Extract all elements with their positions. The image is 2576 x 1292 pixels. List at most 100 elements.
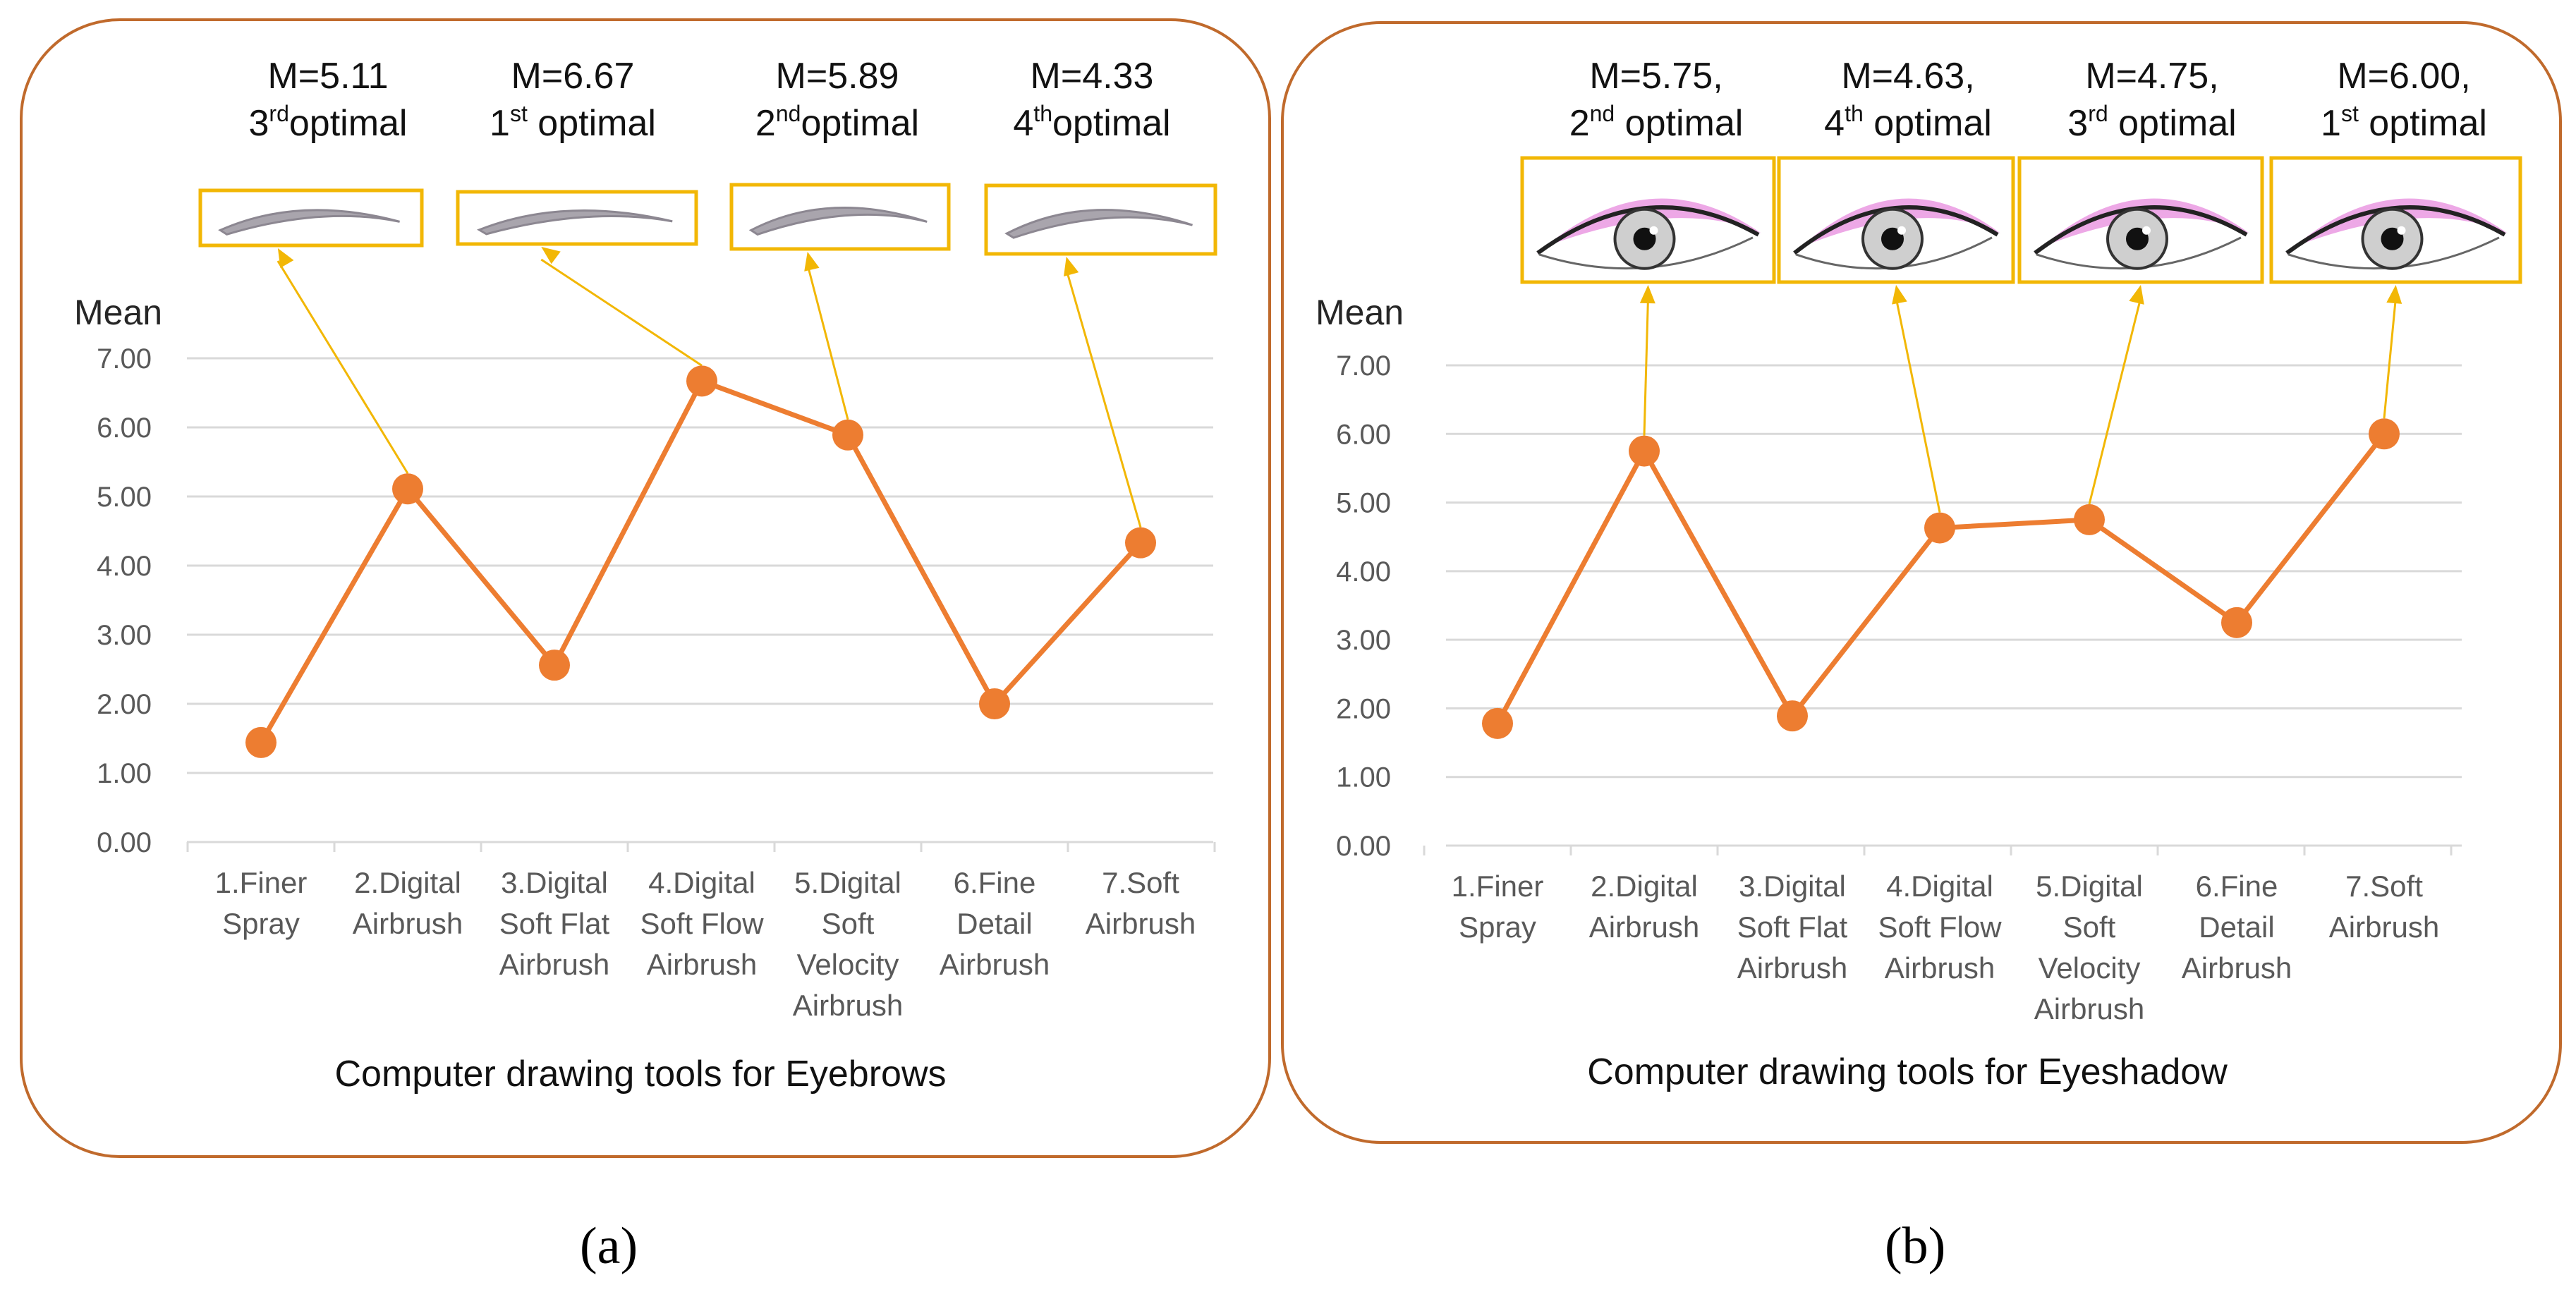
eye-highlight (2142, 226, 2151, 235)
rank-suffix: nd (776, 101, 801, 126)
x-category-label: Spray (222, 907, 300, 940)
callout-connector (1643, 297, 1649, 436)
caption-a: (a) (580, 1217, 638, 1275)
y-tick-label: 5.00 (97, 482, 152, 513)
x-category-label: Soft Flat (1737, 910, 1848, 944)
rank-word: optimal (528, 103, 656, 144)
rank-number: 3 (248, 103, 269, 144)
chart-frame (20, 18, 1271, 1158)
rank-number: 2 (755, 103, 776, 144)
callout-arrowhead (804, 252, 820, 272)
y-tick-label: 6.00 (97, 413, 152, 444)
x-category-label: Airbrush (940, 948, 1050, 981)
annotation-rank-label: 1st optimal (490, 101, 656, 144)
y-tick-label: 7.00 (97, 343, 152, 374)
eyebrow-stroke-icon (477, 209, 673, 236)
callout-arrowhead (2386, 285, 2402, 304)
callout-connector (1895, 297, 1941, 513)
y-tick-label: 4.00 (97, 551, 152, 582)
data-point (392, 473, 423, 505)
x-category-label: Soft Flow (1878, 910, 2002, 944)
rank-number: 1 (2321, 103, 2341, 144)
eyebrow-stroke-icon (1004, 209, 1193, 239)
y-tick-label: 2.00 (1336, 693, 1391, 724)
x-category-label: Airbrush (647, 948, 757, 981)
rank-number: 3 (2067, 103, 2088, 144)
annotation-rank-label: 3rdoptimal (248, 101, 407, 144)
rank-word: optimal (1052, 103, 1171, 144)
annotation-mean-label: M=5.75, (1589, 56, 1723, 97)
y-tick-label: 6.00 (1336, 419, 1391, 450)
callout-connector (806, 264, 849, 420)
x-category-label: 7.Soft (1102, 866, 1179, 899)
pupil-icon (1633, 227, 1656, 250)
callout-arrowhead (541, 247, 561, 264)
rank-word: optimal (289, 103, 408, 144)
x-category-label: Detail (2199, 910, 2274, 944)
rank-word: optimal (2359, 103, 2487, 144)
eye-highlight (1897, 226, 1906, 235)
x-category-label: Airbrush (793, 989, 903, 1022)
x-category-label: Airbrush (1885, 951, 1995, 985)
x-category-label: Airbrush (2329, 910, 2439, 944)
x-category-label: Velocity (2039, 951, 2141, 985)
annotation-rank-label: 2ndoptimal (755, 101, 919, 144)
annotation-rank-label: 1st optimal (2321, 101, 2487, 144)
annotation-rank-label: 4thoptimal (1013, 101, 1170, 144)
callout-arrowhead (277, 248, 294, 269)
rank-suffix: rd (269, 101, 288, 126)
annotation-mean-label: M=4.63, (1841, 56, 1974, 97)
callout-connector (2088, 297, 2142, 505)
rank-suffix: nd (1590, 101, 1615, 126)
rank-suffix: th (1845, 101, 1864, 126)
annotation-mean-label: M=4.33 (1031, 56, 1154, 97)
y-axis-label: Mean (74, 293, 162, 332)
rank-number: 1 (490, 103, 510, 144)
x-category-label: Soft Flat (499, 907, 610, 940)
annotation-rank-label: 3rd optimal (2067, 101, 2236, 144)
callout-arrowhead (1064, 257, 1079, 276)
x-category-label: Airbrush (1086, 907, 1196, 940)
x-category-label: Airbrush (1589, 910, 1699, 944)
annotation-mean-label: M=5.89 (776, 56, 899, 97)
rank-suffix: th (1033, 101, 1052, 126)
x-category-label: 7.Soft (2345, 870, 2423, 903)
y-tick-label: 0.00 (97, 827, 152, 858)
x-category-label: Soft (2063, 910, 2116, 944)
caption-b: (b) (1885, 1217, 1946, 1275)
eyebrow-stroke-icon (218, 209, 400, 236)
annotation-mean-label: M=5.11 (267, 56, 388, 97)
x-category-label: Airbrush (1737, 951, 1847, 985)
x-category-label: 2.Digital (1591, 870, 1698, 903)
x-category-label: 6.Fine (2196, 870, 2278, 903)
data-point (1125, 527, 1156, 559)
chart-eyebrows: 0.00 1.00 2.00 3.00 4.00 5.00 6.00 7.00 Mean 1.Fi… (20, 18, 1271, 1158)
x-category-label: 1.Finer (215, 866, 308, 899)
pupil-icon (2126, 227, 2149, 250)
callout-arrowhead (1892, 285, 1907, 305)
x-category-label: Soft Flow (640, 907, 764, 940)
rank-word: optimal (1864, 103, 1992, 144)
annotation-rank-label: 2nd optimal (1569, 101, 1744, 144)
rank-number: 4 (1013, 103, 1033, 144)
x-category-label: Airbrush (2182, 951, 2292, 985)
data-point (2074, 504, 2105, 535)
x-category-label: Airbrush (2034, 992, 2144, 1025)
x-category-label: Velocity (797, 948, 899, 981)
x-category-label: 4.Digital (1886, 870, 1993, 903)
annotation-mean-label: M=4.75, (2085, 56, 2218, 97)
x-category-label: 4.Digital (648, 866, 755, 899)
rank-suffix: st (510, 101, 528, 126)
eye-highlight (2397, 226, 2406, 235)
rank-word: optimal (2108, 103, 2237, 144)
x-category-label: 3.Digital (501, 866, 608, 899)
y-tick-label: 3.00 (1336, 625, 1391, 656)
data-point (1482, 707, 1513, 739)
data-point (2221, 607, 2252, 638)
y-tick-label: 5.00 (1336, 488, 1391, 519)
rank-suffix: rd (2088, 101, 2108, 126)
rank-word: optimal (801, 103, 919, 144)
y-tick-label: 1.00 (1336, 762, 1391, 793)
chart-title: Computer drawing tools for Eyeshadow (1587, 1052, 2228, 1092)
callout-connector (2383, 297, 2397, 419)
